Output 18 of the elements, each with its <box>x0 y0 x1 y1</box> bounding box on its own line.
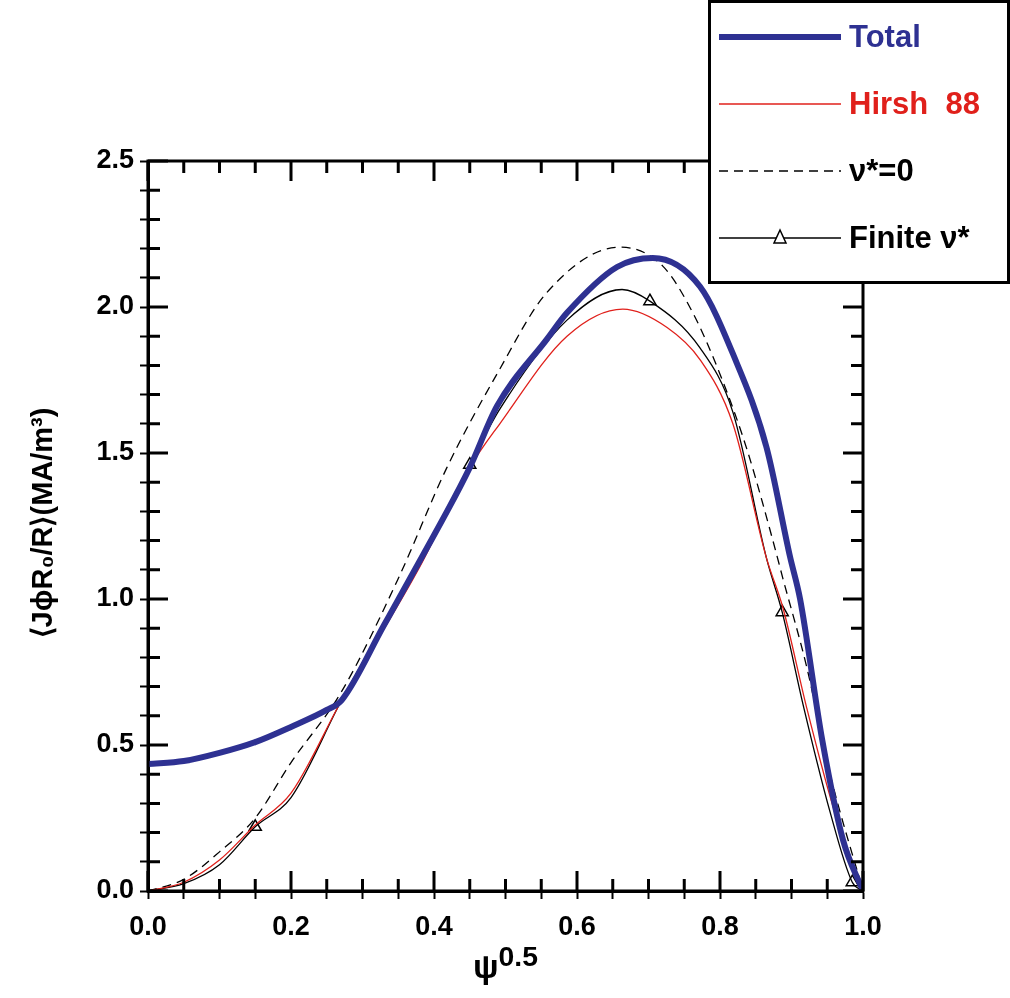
x-tick-label: 0.0 <box>129 910 167 941</box>
legend-label: ν*=0 <box>849 152 914 189</box>
x-tick-label: 0.8 <box>701 910 739 941</box>
y-tick-label: 2.0 <box>96 290 134 321</box>
y-tick-label: 1.5 <box>96 436 134 467</box>
x-tick-label: 0.2 <box>272 910 310 941</box>
y-tick-label: 0.0 <box>96 874 134 905</box>
legend-label: Total <box>849 18 921 55</box>
x-tick-label: 0.4 <box>415 910 453 941</box>
x-tick-label: 0.6 <box>558 910 596 941</box>
x-axis-title: ψ$^{0.5}$ <box>472 940 539 987</box>
y-tick-label: 1.0 <box>96 582 134 613</box>
x-tick-label: 1.0 <box>844 910 882 941</box>
legend-label: Finite ν* <box>849 219 970 256</box>
y-tick-label: 0.5 <box>96 728 134 759</box>
y-tick-label: 2.5 <box>96 144 134 175</box>
legend-label: Hirsh 88 <box>849 85 980 122</box>
y-axis-title: ⟨JϕR₀/R⟩(MA/m³) <box>25 406 59 641</box>
